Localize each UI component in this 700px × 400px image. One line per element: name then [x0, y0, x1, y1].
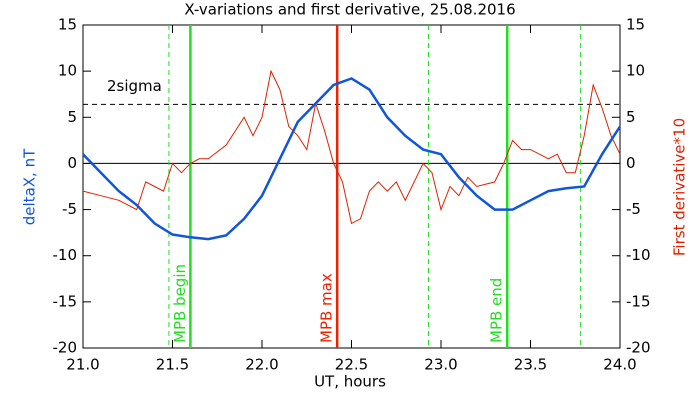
y2-tick-label: -10: [626, 246, 651, 264]
marker-label: MPB end: [488, 278, 506, 343]
y-axis-label: deltaX, nT: [21, 148, 39, 225]
x-tick-label: 21.5: [156, 356, 189, 374]
x-tick-label: 23.0: [424, 356, 457, 374]
y-tick-label: -20: [53, 339, 78, 357]
y2-tick-label: -20: [626, 339, 651, 357]
x-tick-label: 22.5: [335, 356, 368, 374]
y2-tick-label: 0: [626, 154, 636, 172]
marker-label: MPB max: [318, 273, 336, 343]
y-tick-label: 15: [58, 16, 77, 34]
chart-title: X-variations and first derivative, 25.08…: [184, 1, 515, 19]
threshold-label: 2sigma: [107, 77, 162, 95]
y-tick-label: 0: [67, 154, 77, 172]
y2-tick-label: 10: [626, 62, 645, 80]
y-tick-label: -5: [62, 200, 77, 218]
y2-tick-label: 15: [626, 16, 645, 34]
y-tick-label: 10: [58, 62, 77, 80]
y-tick-label: -15: [53, 292, 78, 310]
series-line: [82, 69, 621, 225]
marker-label: MPB begin: [171, 264, 189, 343]
y2-tick-label: -15: [626, 292, 651, 310]
plot-frame: [82, 24, 621, 349]
x-tick-label: 24.0: [603, 356, 636, 374]
x-tick-label: 22.0: [245, 356, 278, 374]
x-tick-label: 21.0: [66, 356, 99, 374]
y-tick-label: -10: [53, 246, 78, 264]
x-tick-label: 23.5: [514, 356, 547, 374]
y2-axis-label: First derivative*10: [671, 118, 689, 256]
y2-tick-label: -5: [626, 200, 641, 218]
x-axis-label: UT, hours: [314, 373, 386, 391]
series-line: [82, 77, 622, 241]
y-tick-label: 5: [67, 108, 77, 126]
y2-tick-label: 5: [626, 108, 636, 126]
